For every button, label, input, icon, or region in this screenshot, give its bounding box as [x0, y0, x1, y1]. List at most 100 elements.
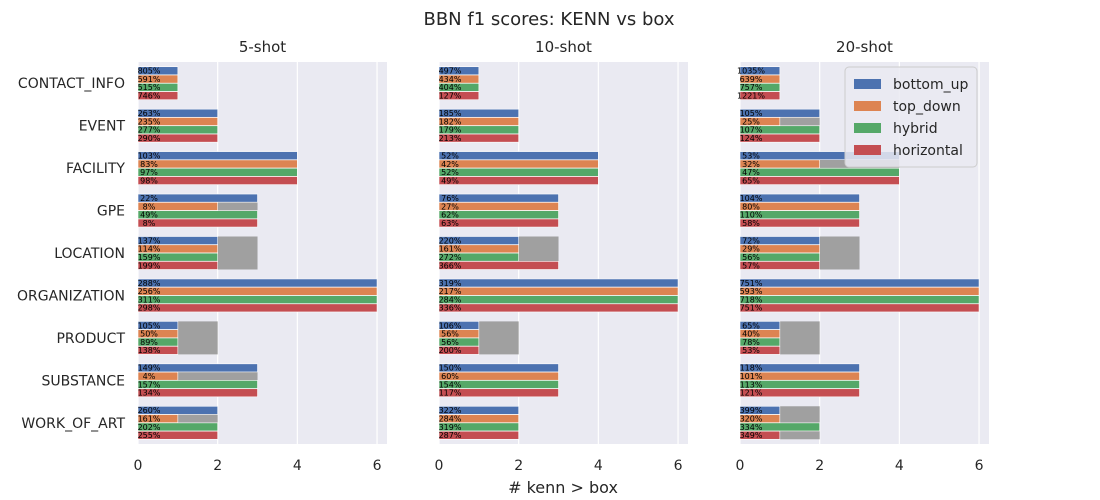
category-label: EVENT [79, 119, 126, 135]
bar-label: 65% [742, 321, 760, 330]
bar-label: 49% [140, 211, 158, 220]
panel-10-shot: 0 2 4 610-shot497%434%404%127%185%182%179%2… [435, 38, 688, 474]
bar-label: 805% [138, 67, 161, 76]
bar-label: 159% [138, 253, 161, 262]
bar-label: 284% [439, 295, 462, 304]
bar-bottom_up [137, 363, 258, 373]
bar-label: 591% [138, 75, 161, 84]
panel-title: 5-shot [239, 38, 286, 56]
bar-horizontal [739, 303, 980, 313]
bar-label: 105% [740, 109, 763, 118]
panel-20-shot: 0 2 4 6 20-shot 1035%639%757%1221% 105%25%107%… [736, 38, 989, 474]
category-label: CONTACT_INFO [18, 76, 125, 92]
bar-horizontal [739, 176, 900, 185]
bar-horizontal [137, 133, 218, 143]
bar-label: 217% [439, 287, 462, 296]
bar-hybrid [739, 167, 900, 177]
bar-horizontal [739, 91, 781, 101]
x-tick-label: 2 [514, 458, 523, 474]
x-tick-label: 2 [213, 458, 222, 474]
x-tick-label: 4 [594, 458, 603, 474]
bar-label: 150% [439, 364, 462, 373]
bar-label: 114% [138, 245, 161, 254]
bar-horizontal [739, 345, 781, 355]
bar-label: 53% [742, 346, 760, 355]
bar-label: 106% [439, 321, 462, 330]
bar-label: 319% [439, 279, 462, 288]
bar-label: 182% [439, 117, 462, 126]
bar-top_down [137, 159, 298, 169]
x-tick-label: 4 [895, 458, 904, 474]
bar-label: 235% [138, 117, 161, 126]
bar-horizontal [739, 218, 860, 228]
legend-swatch-hybrid [854, 123, 881, 133]
bar-label: 42% [441, 160, 459, 169]
x-tick-label: 6 [674, 458, 683, 474]
bar-label: 593% [740, 287, 763, 296]
bar-label: 284% [439, 414, 462, 423]
bar-label: 287% [439, 431, 462, 440]
bar-label: 256% [138, 287, 161, 296]
bar-label: 101% [740, 372, 763, 381]
bar-top_down [438, 286, 679, 296]
bar-label: 107% [740, 126, 763, 135]
bar-top_down [137, 286, 378, 296]
panel-5-shot: 0 2 4 65-shot805%591%515%746%263%235%277%29… [134, 38, 387, 474]
bar-horizontal [438, 388, 559, 398]
category-label: SUBSTANCE [41, 373, 125, 389]
bar-label: 8% [143, 202, 156, 211]
bar-label: 63% [441, 219, 459, 228]
bar-label: 751% [740, 279, 763, 288]
bar-label: 56% [441, 338, 459, 347]
panel-title: 10-shot [535, 38, 592, 56]
bar-label: 137% [138, 236, 161, 245]
bar-label: 104% [740, 194, 763, 203]
bar-bottom_up [739, 278, 980, 288]
bar-label: 718% [740, 295, 763, 304]
category-label: LOCATION [54, 246, 125, 262]
bar-label: 366% [439, 261, 462, 270]
bar-horizontal [438, 91, 480, 101]
bar-label: 62% [441, 211, 459, 220]
bar-label: 98% [140, 176, 158, 185]
bar-label: 157% [138, 380, 161, 389]
bar-horizontal [438, 345, 480, 355]
bar-label: 288% [138, 279, 161, 288]
legend-swatch-bottom_up [854, 79, 881, 89]
bar-label: 60% [441, 372, 459, 381]
bar-label: 22% [140, 194, 158, 203]
bar-bottom_up [137, 278, 378, 288]
bar-horizontal [739, 388, 860, 398]
bar-top_down [438, 159, 599, 169]
category-label: WORK_OF_ART [21, 416, 125, 432]
category-label: GPE [97, 204, 125, 220]
bar-hybrid [137, 167, 298, 177]
bar-label: 260% [138, 406, 161, 415]
bar-horizontal [137, 303, 378, 313]
bar-label: 4% [143, 372, 156, 381]
legend-swatch-top_down [854, 101, 881, 111]
bar-label: 138% [138, 346, 161, 355]
bar-label: 52% [441, 152, 459, 161]
x-tick-label: 0 [736, 458, 745, 474]
bar-label: 298% [138, 304, 161, 313]
bar-label: 27% [441, 202, 459, 211]
x-tick-label: 2 [815, 458, 824, 474]
bar-horizontal [438, 261, 559, 270]
bar-bottom_up [438, 151, 599, 161]
bar-label: 349% [740, 431, 763, 440]
chart-title: BBN f1 scores: KENN vs box [423, 9, 674, 30]
bar-label: 746% [138, 92, 161, 101]
bar-label: 47% [742, 168, 760, 177]
bar-label: 53% [742, 152, 760, 161]
bar-label: 751% [740, 304, 763, 313]
bar-label: 76% [441, 194, 459, 203]
bar-label: 434% [439, 75, 462, 84]
bar-label: 311% [138, 295, 161, 304]
bar-label: 103% [138, 152, 161, 161]
bar-hybrid [739, 295, 980, 304]
x-tick-label: 4 [293, 458, 302, 474]
legend-label-hybrid: hybrid [893, 121, 938, 137]
legend-label-horizontal: horizontal [893, 143, 963, 159]
